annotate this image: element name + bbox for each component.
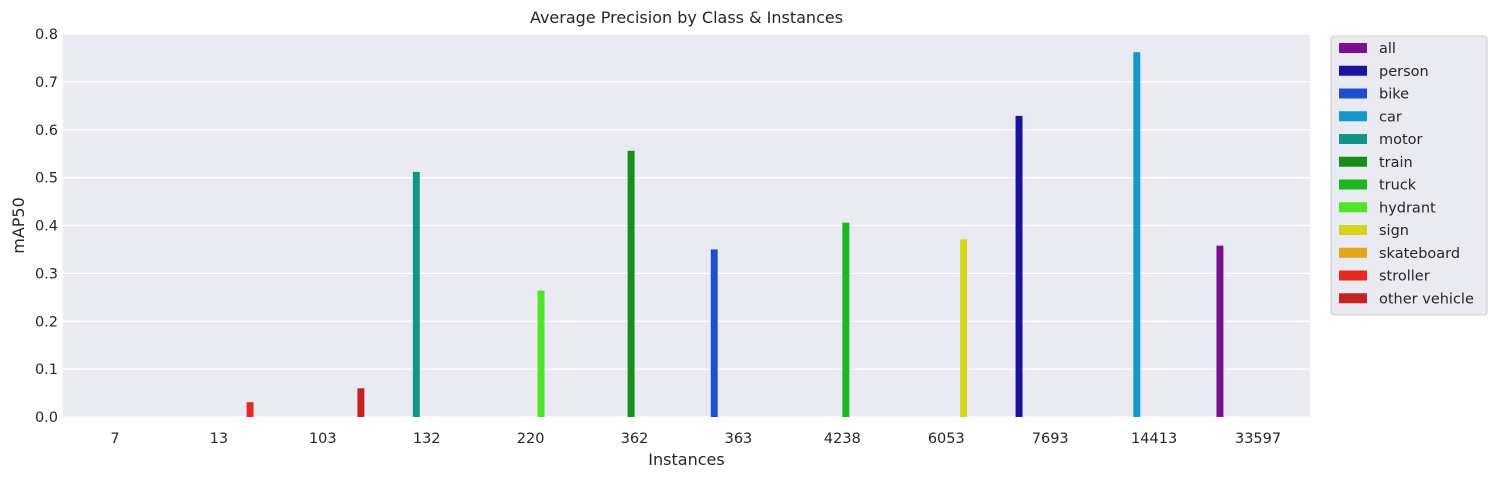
bar [1133,52,1141,417]
legend-label: hydrant [1379,200,1436,216]
y-tick-label: 0.6 [35,123,58,139]
x-tick-label: 33597 [1235,431,1281,447]
legend-label: truck [1379,178,1417,194]
y-tick-label: 0.8 [35,27,58,43]
x-tick-label: 103 [309,431,337,447]
legend-swatch [1339,88,1367,99]
x-tick-label: 220 [517,431,545,447]
bar [246,402,254,417]
bar [710,249,718,417]
bar [627,150,635,417]
bar [1216,245,1224,417]
x-tick-label: 13 [210,431,228,447]
y-tick-label: 0.3 [35,266,58,282]
legend: all person bike car motor train truck hydrant si… [1330,35,1488,316]
x-tick-label: 362 [621,431,649,447]
x-tick-label: 4238 [824,431,861,447]
legend-label: all [1379,41,1396,57]
x-tick-label: 363 [725,431,753,447]
y-tick-label: 0.1 [35,362,58,378]
legend-label: car [1379,109,1402,125]
legend-label: skateboard [1379,246,1460,262]
legend-swatch [1339,270,1367,281]
x-tick-label: 7 [110,431,119,447]
gridlines [63,33,1310,418]
legend-label: train [1379,155,1413,171]
y-tick-label: 0.4 [35,219,58,235]
bars [246,52,1224,418]
x-axis-label: Instances [648,450,724,469]
legend-label: person [1379,64,1429,80]
bar [1015,115,1023,418]
x-tick-label: 7693 [1032,431,1069,447]
legend-label: stroller [1379,269,1430,285]
y-tick-label: 0.2 [35,314,58,330]
y-tick-label: 0.7 [35,75,58,91]
y-axis-ticks: 0.0 0.1 0.2 0.3 0.4 0.5 0.6 0.7 0.8 [35,27,58,426]
y-tick-label: 0.0 [35,410,58,426]
chart-title: Average Precision by Class & Instances [530,8,843,27]
legend-swatch [1339,202,1367,213]
x-tick-label: 14413 [1131,431,1177,447]
legend-box [1330,35,1488,316]
legend-label: sign [1379,223,1409,239]
bar [842,222,850,417]
legend-swatch [1339,156,1367,167]
legend-swatch [1339,179,1367,190]
legend-label: other vehicle [1379,291,1474,307]
x-tick-label: 6053 [928,431,965,447]
y-axis-label: mAP50 [9,197,28,254]
legend-swatch [1339,65,1367,76]
legend-swatch [1339,111,1367,122]
legend-swatch [1339,134,1367,144]
legend-swatch [1339,225,1367,235]
legend-label: motor [1379,132,1423,148]
y-tick-label: 0.5 [35,171,58,187]
legend-label: bike [1379,87,1409,103]
legend-swatch [1339,43,1367,53]
legend-swatch [1339,247,1367,258]
bar [412,171,420,417]
x-tick-label: 132 [413,431,441,447]
x-axis-ticks: 7 13 103 132 220 362 363 4238 6053 7693 14413 33597 [110,431,1281,447]
bar [960,239,968,417]
legend-swatch [1339,293,1367,304]
bar [537,290,545,417]
bar [357,388,365,417]
